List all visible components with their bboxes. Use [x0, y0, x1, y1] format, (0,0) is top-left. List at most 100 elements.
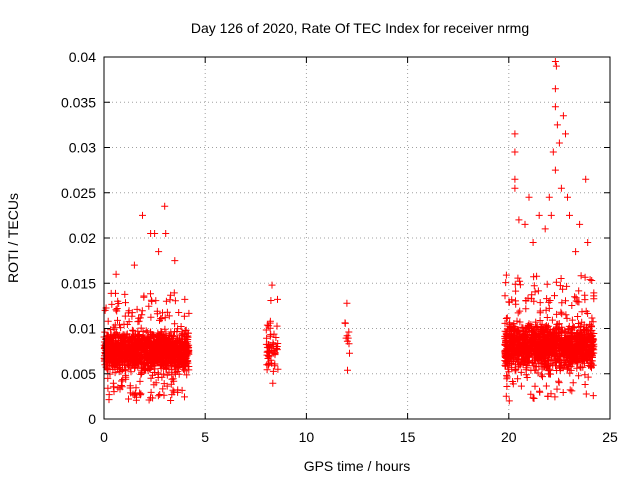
data-point	[555, 377, 563, 385]
data-point	[177, 351, 185, 359]
data-point	[151, 341, 159, 349]
data-point	[557, 329, 565, 336]
data-point	[181, 393, 188, 401]
y-tick-label: 0.005	[61, 366, 96, 382]
data-point	[137, 324, 145, 332]
data-point	[151, 230, 159, 237]
data-point	[568, 302, 576, 309]
data-point	[552, 62, 560, 70]
data-point	[126, 357, 134, 365]
data-point	[578, 308, 586, 316]
data-point	[168, 354, 176, 362]
data-point	[270, 349, 278, 357]
y-tick-label: 0.03	[69, 140, 96, 156]
data-point	[527, 366, 535, 374]
data-point	[114, 384, 122, 392]
data-point	[145, 356, 153, 363]
data-point	[503, 373, 511, 381]
x-tick-label: 25	[602, 429, 618, 445]
data-point	[586, 276, 594, 284]
data-point	[564, 332, 572, 340]
data-point	[588, 314, 596, 322]
data-point	[551, 103, 559, 111]
grid	[104, 57, 610, 419]
data-point	[503, 314, 511, 322]
data-point	[173, 368, 181, 375]
data-point	[545, 193, 553, 201]
data-point	[161, 202, 169, 210]
data-point	[502, 315, 510, 322]
data-point	[125, 338, 133, 346]
data-point	[536, 388, 544, 396]
data-point	[147, 296, 155, 304]
data-point	[113, 361, 121, 369]
x-axis-title: GPS time / hours	[304, 458, 411, 474]
data-point	[150, 333, 158, 341]
data-point	[563, 282, 571, 290]
data-point	[541, 333, 549, 341]
data-point	[573, 350, 581, 358]
data-point	[151, 352, 159, 360]
data-point	[551, 58, 559, 65]
y-tick-label: 0.04	[69, 49, 96, 65]
data-point	[562, 130, 569, 138]
data-point	[535, 211, 543, 219]
data-point	[542, 350, 550, 358]
data-point	[268, 342, 276, 350]
data-point	[511, 175, 519, 183]
data-point	[509, 378, 517, 385]
data-point	[522, 305, 530, 313]
data-point	[138, 358, 146, 366]
data-point	[273, 346, 281, 354]
data-point	[177, 338, 185, 346]
data-point	[125, 395, 132, 403]
data-point	[523, 348, 530, 355]
data-point	[138, 365, 146, 373]
data-point	[537, 371, 545, 379]
data-point	[145, 342, 153, 350]
data-point	[567, 362, 575, 370]
data-point	[554, 354, 561, 362]
data-point	[160, 370, 168, 378]
data-point	[501, 292, 509, 300]
data-point	[502, 279, 510, 287]
data-point	[568, 316, 576, 324]
data-point	[558, 310, 566, 318]
data-point	[553, 310, 561, 318]
data-point	[121, 367, 129, 375]
data-point	[544, 392, 552, 400]
data-point	[263, 334, 271, 342]
data-point	[124, 353, 132, 361]
data-point	[506, 338, 514, 346]
data-point	[525, 352, 533, 360]
data-point	[586, 357, 594, 365]
data-point	[110, 383, 118, 391]
data-point	[517, 382, 525, 390]
data-point	[538, 365, 546, 373]
data-point	[568, 387, 576, 395]
data-point	[553, 385, 561, 393]
data-point	[537, 328, 545, 336]
data-point	[104, 317, 112, 325]
data-point	[147, 374, 155, 382]
data-point	[582, 390, 590, 398]
data-point	[536, 299, 544, 307]
data-point	[502, 271, 510, 279]
data-point	[341, 319, 349, 327]
data-point	[537, 358, 545, 366]
data-point	[171, 320, 179, 328]
data-point	[112, 289, 119, 297]
data-point	[120, 345, 128, 353]
data-point	[133, 305, 141, 313]
data-point	[573, 340, 581, 348]
data-point	[104, 359, 112, 367]
data-point	[154, 392, 162, 400]
data-point	[572, 357, 580, 365]
data-point	[588, 323, 595, 331]
data-point	[547, 359, 555, 367]
data-point	[262, 326, 270, 334]
data-point	[575, 372, 583, 380]
data-point	[146, 365, 154, 373]
data-point	[579, 357, 587, 365]
